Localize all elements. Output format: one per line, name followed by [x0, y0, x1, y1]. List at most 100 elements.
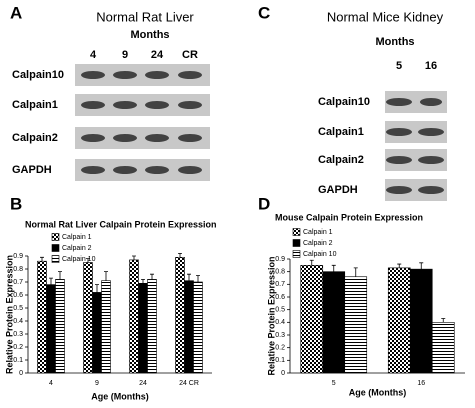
lane-label: 16 [425, 60, 437, 72]
row-label: Calpain10 [318, 96, 370, 108]
legend-label: Calpain 1 [62, 234, 92, 241]
x-axis-label: Age (Months) [91, 391, 149, 401]
y-tick-label: 0.4 [13, 318, 23, 325]
blot-band [386, 186, 412, 194]
blot-band [145, 71, 169, 79]
bar [129, 259, 139, 374]
error-bar [95, 284, 99, 293]
blot-band [386, 128, 412, 136]
x-tick-label: 9 [95, 380, 99, 387]
lane-label: 24 [151, 49, 164, 61]
blot-band [178, 166, 202, 174]
blot-strip [75, 94, 210, 116]
panel-label: B [10, 194, 22, 213]
x-tick-label: 5 [332, 380, 336, 387]
blot-subtitle: Months [130, 29, 169, 41]
bar [431, 322, 455, 374]
legend-swatch [292, 239, 301, 247]
row-label: Calpain2 [12, 132, 58, 144]
y-tick-label: 0 [19, 370, 23, 377]
y-tick-label: 0.7 [275, 281, 285, 288]
blot-band [178, 101, 202, 109]
error-bar [397, 263, 402, 268]
y-tick-label: 0.6 [275, 294, 285, 301]
panel-label: D [258, 194, 270, 213]
y-tick-label: 0 [281, 370, 285, 377]
blot-band [418, 156, 444, 164]
y-tick-label: 0.1 [275, 357, 285, 364]
legend-label: Calpain 10 [62, 256, 96, 263]
error-bar [419, 262, 424, 270]
blot-band [113, 166, 137, 174]
error-bar [309, 259, 314, 266]
blot-band [418, 128, 444, 136]
blot-band [178, 71, 202, 79]
y-tick-label: 0.6 [13, 292, 23, 299]
bar [344, 276, 368, 374]
y-tick-label: 0.5 [13, 305, 23, 312]
row-label: Calpain1 [318, 126, 364, 138]
blot-band [145, 166, 169, 174]
y-tick-label: 0.2 [13, 344, 23, 351]
blot-title: Normal Rat Liver [96, 9, 194, 24]
y-axis-label: Relative Protein Expression [266, 256, 276, 375]
blot-band [81, 71, 105, 79]
blot-subtitle: Months [375, 36, 414, 48]
lane-label: 4 [90, 49, 97, 61]
blot-band [386, 156, 412, 164]
bar [184, 280, 194, 374]
blot-band [145, 134, 169, 142]
error-bar [187, 273, 191, 281]
error-bar [40, 256, 44, 262]
bar [46, 284, 56, 374]
error-bar [441, 318, 446, 323]
lane-label: 9 [122, 49, 128, 61]
row-label: GAPDH [318, 184, 358, 196]
x-axis-label: Age (Months) [349, 387, 407, 397]
lane-label: 5 [396, 60, 402, 72]
legend-swatch [51, 255, 60, 263]
y-axis-label: Relative Protein Expression [4, 255, 14, 374]
legend-swatch [51, 244, 60, 252]
row-label: Calpain10 [12, 69, 64, 81]
blot-strip [75, 64, 210, 86]
row-label: Calpain1 [12, 99, 58, 111]
legend-label: Calpain 10 [303, 251, 337, 258]
x-tick-label: 24 [139, 380, 147, 387]
blot-strip [385, 149, 447, 171]
legend-label: Calpain 2 [62, 245, 92, 252]
blot-band [113, 134, 137, 142]
y-tick-label: 0.8 [275, 269, 285, 276]
blot-band [81, 134, 105, 142]
blot-band [419, 98, 443, 106]
y-tick-label: 0.9 [275, 256, 285, 263]
y-tick-label: 0.3 [13, 331, 23, 338]
x-tick-label: 4 [49, 380, 53, 387]
bar [387, 267, 411, 374]
bar [138, 282, 148, 374]
panel-label: C [258, 3, 270, 22]
error-bar [196, 275, 200, 282]
blot-band [145, 101, 169, 109]
y-tick-label: 0.9 [13, 253, 23, 260]
bar [322, 271, 346, 374]
blot-strip [385, 179, 447, 201]
bar [175, 256, 185, 374]
blot-band [113, 101, 137, 109]
error-bar [141, 279, 145, 284]
error-bar [49, 277, 53, 285]
error-bar [150, 273, 154, 280]
bar [92, 292, 102, 374]
bar [193, 281, 203, 374]
y-tick-label: 0.3 [275, 332, 285, 339]
y-tick-label: 0.7 [13, 279, 23, 286]
error-bar [104, 271, 108, 281]
lane-label: CR [182, 49, 198, 61]
chart-title: Mouse Calpain Protein Expression [275, 212, 423, 222]
error-bar [86, 258, 90, 263]
error-bar [132, 255, 136, 260]
blot-strip [75, 159, 210, 181]
legend-swatch [292, 228, 301, 236]
legend-label: Calpain 1 [303, 229, 333, 236]
error-bar [178, 253, 182, 258]
